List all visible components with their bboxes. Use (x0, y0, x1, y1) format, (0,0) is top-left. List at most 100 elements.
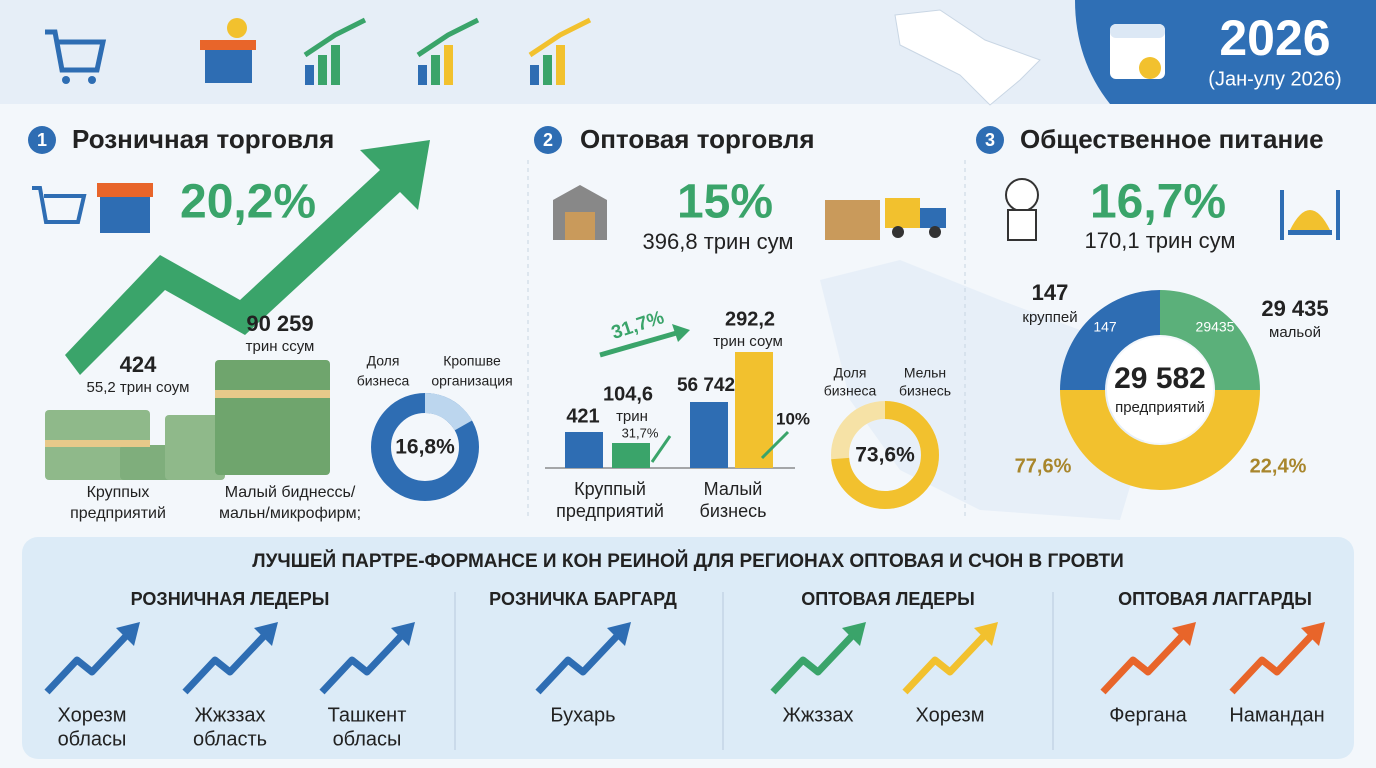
bar-label: 10% (776, 409, 810, 428)
section1-icons (32, 183, 153, 233)
footer-title: ЛУЧШЕЙ ПАРТРЕ-ФОРМАНСЕ И КОН РЕИНОЙ ДЛЯ … (252, 550, 1123, 572)
region-name: область (193, 728, 267, 750)
donut-center: 73,6% (855, 444, 915, 467)
donut-label: круппей (1022, 309, 1077, 326)
trend-arrow (44, 632, 130, 695)
donut-label: бизнесь (899, 383, 951, 399)
donut (371, 393, 479, 501)
region-name: Бухарь (550, 704, 615, 726)
growth-arrow (65, 140, 430, 375)
group-title: ОПТОВАЯ ЛАГГАРДЫ (1118, 589, 1312, 609)
arrow-head (1172, 622, 1196, 646)
donut-label: Мельн (904, 365, 946, 381)
arrow-head (254, 622, 278, 646)
trend-arrow (770, 632, 856, 695)
section-badge (534, 126, 562, 154)
trend-arrow (535, 632, 621, 695)
donut-inner-label: 147 (1093, 319, 1117, 335)
bar-illustration (545, 324, 795, 469)
category-label: бизнесь (700, 501, 767, 521)
group-title: РОЗНИЧКА БАРГАРД (489, 589, 677, 609)
large-unit: 55,2 трин соум (87, 379, 190, 396)
small-label: Малый биднессь/ (225, 484, 356, 501)
donut-label: 77,6% (1015, 455, 1072, 477)
bar-label: 104,6 (603, 383, 653, 405)
section-badge (976, 126, 1004, 154)
growth: 20,2% (180, 176, 316, 229)
region-name: обласы (58, 728, 127, 750)
section-number: 3 (985, 130, 995, 150)
category-label: Круппый (574, 479, 646, 499)
donut-label: Доля (834, 365, 867, 381)
money-stacks (45, 360, 330, 480)
donut-label: бизнеса (357, 373, 410, 389)
region-name: Жжззах (194, 704, 265, 726)
map-outline (894, 9, 1041, 106)
donut-label: Кропшве (443, 353, 501, 369)
donut-center: 29 582 (1114, 362, 1206, 395)
region-name: Хорезм (916, 704, 985, 726)
period: (Јан-улу 2026) (1208, 68, 1341, 90)
bar-label: 421 (566, 405, 599, 427)
donut-center: предприятий (1115, 399, 1205, 416)
donut-label: мальой (1269, 324, 1321, 341)
category-label: Малый (704, 479, 763, 499)
arrow-head (974, 622, 998, 646)
category-label: предприятий (556, 501, 664, 521)
section2-icons (553, 185, 946, 240)
bar-label: трин (616, 408, 648, 425)
region-name: Ташкент (328, 704, 407, 726)
trend-arrow (1100, 632, 1186, 695)
header-icons (45, 17, 592, 85)
section-title: Розничная торговля (72, 124, 334, 154)
donut-label: 22,4% (1250, 455, 1307, 477)
small-label: мальн/микрофирм; (219, 505, 361, 522)
growth: 16,7% (1090, 176, 1226, 229)
small-value: 90 259 (246, 311, 313, 336)
large-label: предприятий (70, 505, 166, 522)
region-name: обласы (333, 728, 402, 750)
donut-arc (371, 393, 479, 501)
region-name: Намандан (1229, 704, 1324, 726)
trend-arrow (319, 632, 405, 695)
arrow-head (391, 622, 415, 646)
arrow-head (1301, 622, 1325, 646)
section3-icons (1005, 178, 1340, 241)
region-name: Фергана (1109, 704, 1187, 726)
donut-label: Доля (367, 353, 400, 369)
donut-label: 147 (1032, 280, 1069, 305)
large-value: 424 (120, 352, 157, 377)
donut-illustration (1060, 290, 1260, 490)
donut-label: бизнеса (824, 383, 877, 399)
donut-center: 16,8% (395, 436, 455, 459)
arrow-head (116, 622, 140, 646)
calendar-icon (1110, 24, 1165, 79)
donut-inner-label: 29435 (1196, 319, 1235, 335)
bar-label: 292,2 (725, 308, 775, 330)
donut-arc (831, 401, 939, 509)
region-name: Хорезм (58, 704, 127, 726)
bar-label: 56 742 (677, 375, 735, 396)
section-title: Оптовая торговля (580, 124, 815, 154)
section-badge (28, 126, 56, 154)
year: 2026 (1219, 10, 1330, 66)
growth: 15% (677, 176, 773, 229)
donut-label: организация (431, 373, 512, 389)
trend-arrow (1229, 632, 1315, 695)
section-number: 1 (37, 130, 47, 150)
large-label: Круппых (87, 484, 150, 501)
bar-label: трин соум (713, 333, 783, 350)
amount: 396,8 трин сум (643, 229, 794, 254)
section-title: Общественное питание (1020, 124, 1324, 154)
trend-arrow (182, 632, 268, 695)
footer-panel (22, 537, 1354, 759)
arrow-head (607, 622, 631, 646)
section-number: 2 (543, 130, 553, 150)
arrow-head (842, 622, 866, 646)
region-name: Жжззах (782, 704, 853, 726)
bar-label: 31,7% (622, 425, 659, 440)
footer-groups: РОЗНИЧНАЯ ЛЕДЕРЫХорезмобласыЖжззахобласт… (44, 589, 1325, 750)
amount: 170,1 трин сум (1085, 228, 1236, 253)
group-title: ОПТОВАЯ ЛЕДЕРЫ (801, 589, 975, 609)
